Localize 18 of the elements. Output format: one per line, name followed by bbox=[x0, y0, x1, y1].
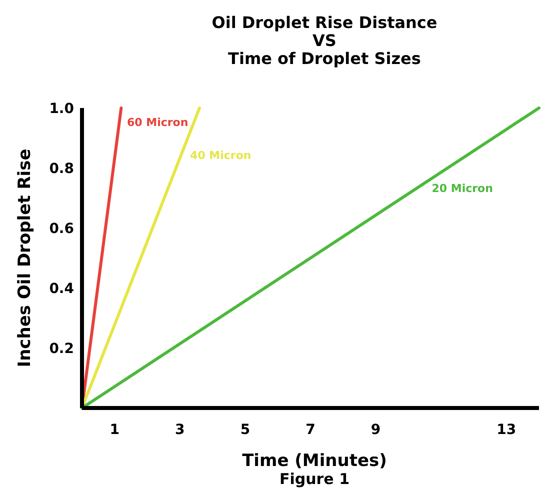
x-tick-label: 5 bbox=[240, 422, 250, 438]
x-tick-label: 13 bbox=[496, 422, 516, 438]
y-tick-label: 0.6 bbox=[49, 221, 74, 237]
y-tick-label: 0.4 bbox=[49, 281, 74, 297]
series-label: 20 Micron bbox=[432, 182, 493, 195]
series-label: 60 Micron bbox=[126, 116, 188, 129]
x-axis-title: Time (Minutes) bbox=[242, 451, 387, 471]
y-axis-title: Inches Oil Droplet Rise bbox=[15, 148, 35, 368]
y-tick-label: 0.8 bbox=[49, 161, 74, 177]
x-tick-label: 3 bbox=[175, 422, 185, 438]
chart-title: Oil Droplet Rise Distance VS Time of Droplet Sizes bbox=[212, 13, 438, 68]
caption: Figure 1 bbox=[279, 470, 350, 488]
y-tick-label: 1.0 bbox=[49, 101, 74, 117]
x-tick-label: 7 bbox=[306, 422, 316, 438]
series-label: 40 Micron bbox=[190, 149, 252, 162]
x-tick-label: 1 bbox=[110, 422, 120, 438]
x-tick-label: 9 bbox=[370, 422, 381, 438]
y-tick-label: 0.2 bbox=[49, 341, 74, 357]
